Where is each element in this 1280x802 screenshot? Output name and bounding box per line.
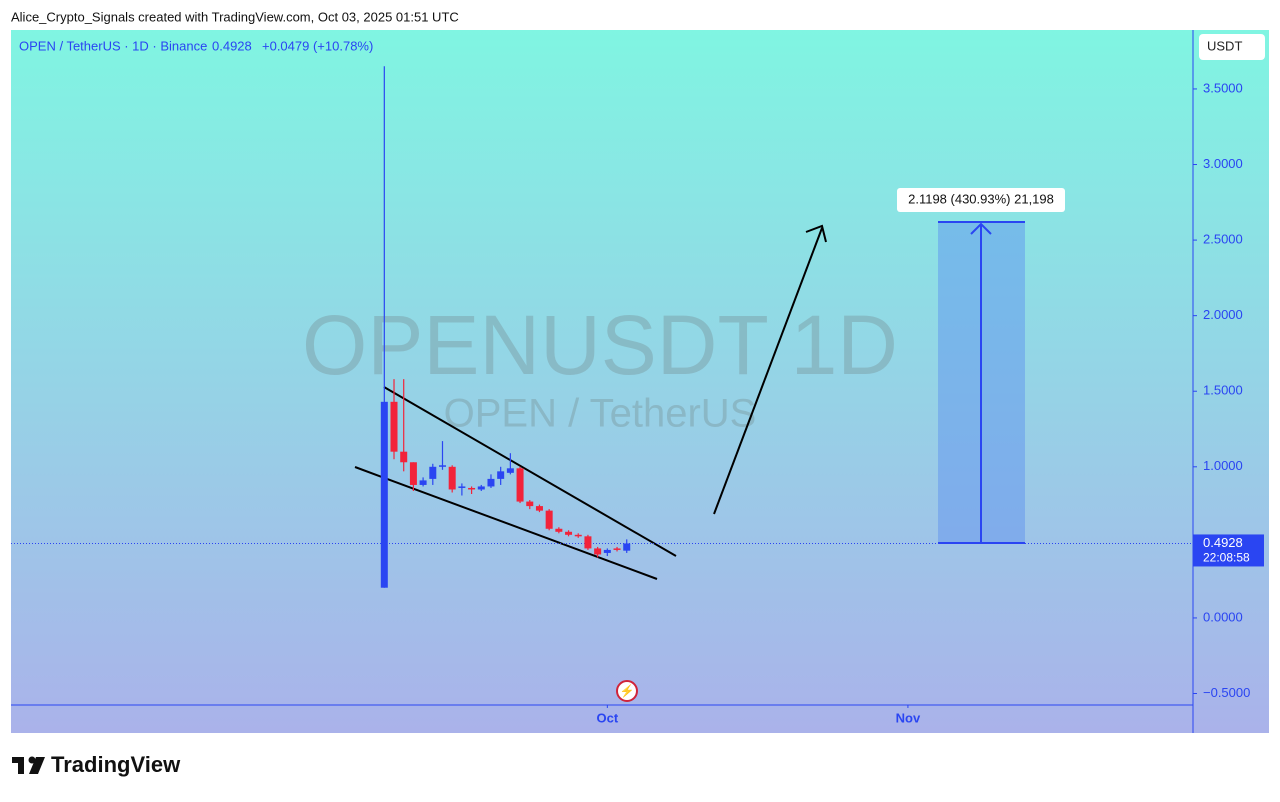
candle-body bbox=[506, 468, 514, 473]
countdown: 22:08:58 bbox=[1203, 551, 1250, 565]
currency-box[interactable] bbox=[1199, 34, 1265, 60]
y-tick-label: 2.5000 bbox=[1203, 232, 1243, 247]
candle-body bbox=[535, 506, 543, 511]
header-text: Alice_Crypto_Signals created with Tradin… bbox=[11, 9, 459, 24]
y-tick-label: 2.0000 bbox=[1203, 307, 1243, 322]
x-tick-label: Nov bbox=[896, 710, 921, 725]
watermark: OPENUSDT 1D bbox=[302, 298, 898, 392]
footer-logo bbox=[12, 756, 45, 774]
candle-body bbox=[603, 549, 611, 553]
candle-body bbox=[613, 548, 621, 550]
candle-body bbox=[487, 478, 495, 487]
candle-body bbox=[390, 401, 398, 452]
candle-body bbox=[419, 480, 427, 485]
chart-background bbox=[11, 30, 1269, 733]
candle-body bbox=[409, 462, 417, 485]
event-icon[interactable] bbox=[616, 680, 638, 702]
marks: −0.50000.00000.50001.00001.50002.00002.5… bbox=[11, 66, 1264, 725]
candle-body bbox=[380, 401, 388, 588]
candle-body bbox=[555, 528, 563, 532]
y-tick-label: 1.0000 bbox=[1203, 458, 1243, 473]
watermark-sub: OPEN / TetherUS bbox=[444, 392, 757, 436]
candle-body bbox=[400, 451, 408, 463]
symbol: OPEN / TetherUS · 1D · Binance bbox=[19, 38, 207, 53]
price-label: 0.4928 bbox=[1203, 535, 1243, 550]
candle-body bbox=[623, 543, 631, 551]
candle-body bbox=[477, 486, 485, 490]
candle-body bbox=[438, 465, 446, 467]
candle-body bbox=[565, 531, 573, 535]
candle-body bbox=[574, 534, 582, 537]
y-tick-label: −0.5000 bbox=[1203, 685, 1250, 700]
y-tick-label: 1.5000 bbox=[1203, 383, 1243, 398]
currency: USDT bbox=[1207, 38, 1242, 53]
price-label-box bbox=[1193, 534, 1264, 567]
candle-body bbox=[584, 536, 592, 549]
measure-label: 2.1198 (430.93%) 21,198 bbox=[908, 191, 1054, 206]
candle-body bbox=[545, 510, 553, 529]
candle-body bbox=[458, 486, 466, 488]
y-tick-label: 3.0000 bbox=[1203, 156, 1243, 171]
measure-tool bbox=[897, 188, 1065, 544]
event-icon-glyph: ⚡ bbox=[620, 684, 635, 698]
candle-body bbox=[497, 471, 505, 479]
candle-body bbox=[429, 466, 437, 479]
candle-body bbox=[468, 487, 476, 490]
y-tick-label: 0.0000 bbox=[1203, 609, 1243, 624]
x-tick-label: Oct bbox=[596, 710, 618, 725]
candle-body bbox=[526, 501, 534, 507]
last-price: 0.4928 bbox=[212, 38, 252, 53]
footer-brand: TradingView bbox=[51, 752, 181, 777]
candle-body bbox=[594, 548, 602, 555]
y-tick-label: 3.5000 bbox=[1203, 80, 1243, 95]
change: +0.0479 (+10.78%) bbox=[262, 38, 373, 53]
candle-body bbox=[448, 466, 456, 490]
drawings bbox=[354, 224, 827, 580]
candle-body bbox=[516, 468, 524, 502]
